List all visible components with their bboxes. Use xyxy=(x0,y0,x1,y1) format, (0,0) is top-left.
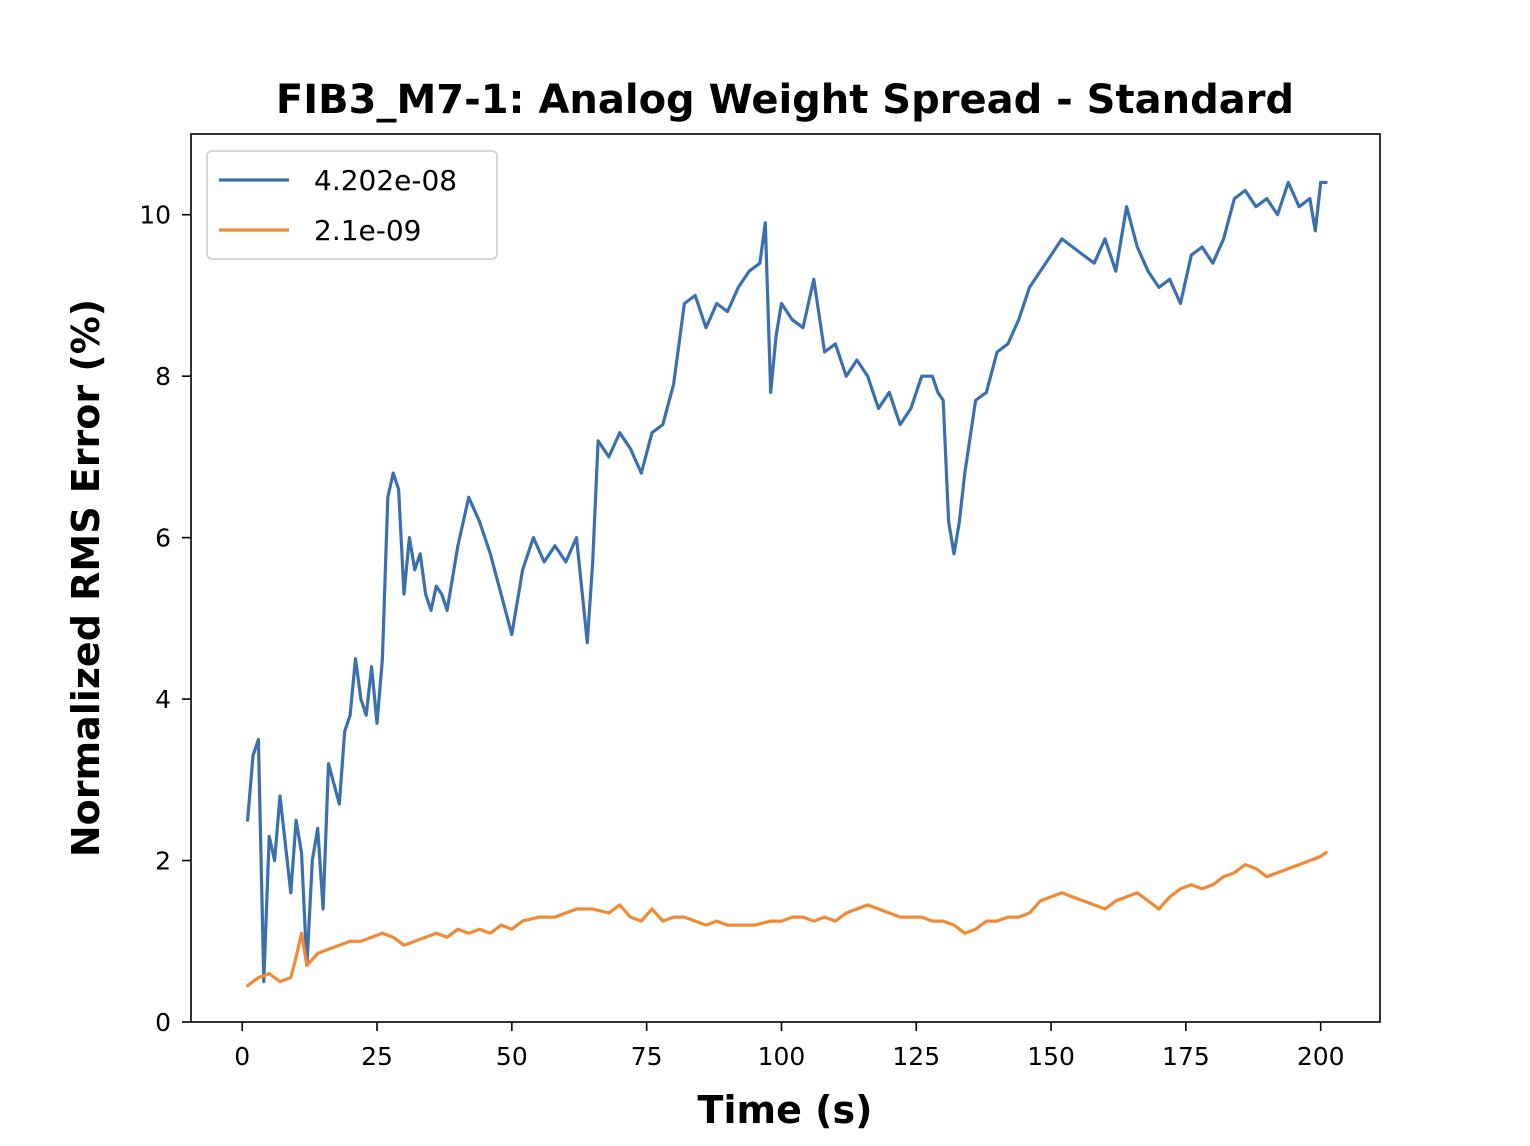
x-tick-label: 75 xyxy=(631,1042,663,1071)
legend-label-2: 2.1e-09 xyxy=(314,214,422,247)
series-line-1 xyxy=(246,180,1328,984)
x-tick-label: 150 xyxy=(1027,1042,1075,1071)
x-axis-label: Time (s) xyxy=(698,1088,873,1132)
x-tick-label: 125 xyxy=(892,1042,940,1071)
series-line-2 xyxy=(246,850,1328,988)
x-tick-label: 100 xyxy=(758,1042,806,1071)
y-tick-label: 4 xyxy=(155,685,171,714)
y-axis-label: Normalized RMS Error (%) xyxy=(64,299,108,857)
legend-box xyxy=(206,150,498,260)
x-tick-label: 50 xyxy=(496,1042,528,1071)
x-tick-label: 175 xyxy=(1162,1042,1210,1071)
y-tick-label: 0 xyxy=(155,1008,171,1037)
x-tick-label: 200 xyxy=(1297,1042,1345,1071)
x-tick-label: 25 xyxy=(361,1042,393,1071)
legend: 4.202e-08 2.1e-09 xyxy=(206,150,498,260)
y-tick-label: 6 xyxy=(155,524,171,553)
chart-title: FIB3_M7-1: Analog Weight Spread - Standa… xyxy=(276,77,1294,123)
plot-frame xyxy=(190,133,1381,1023)
y-tick-label: 2 xyxy=(155,847,171,876)
y-tick-label: 8 xyxy=(155,362,171,391)
legend-label-1: 4.202e-08 xyxy=(314,164,457,197)
y-tick-label: 10 xyxy=(139,201,171,230)
x-tick-label: 0 xyxy=(234,1042,250,1071)
axes: 0 25 50 75 100 125 150 175 200 0 2 4 6 8 10 xyxy=(139,133,1381,1071)
series-lines xyxy=(246,180,1328,988)
